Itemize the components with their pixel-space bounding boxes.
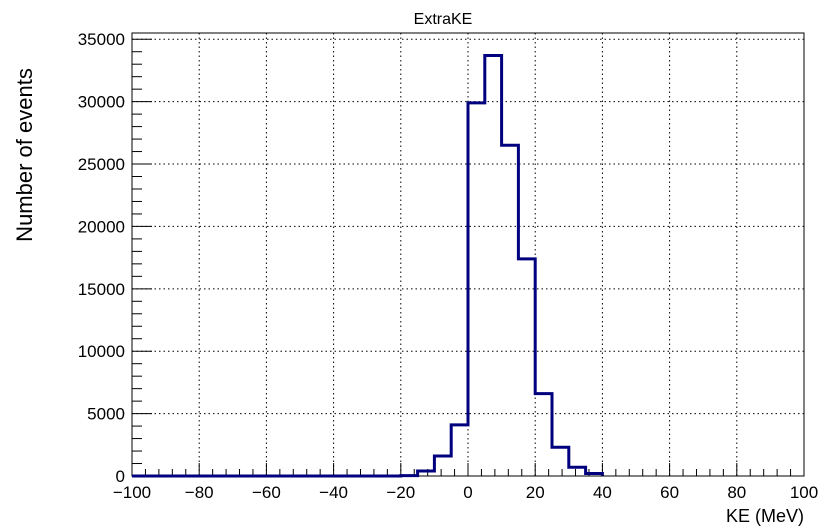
x-tick-label: 0 [463,483,472,502]
x-tick-label: 100 [790,483,818,502]
y-tick-label: 35000 [78,30,125,49]
y-tick-label: 10000 [78,342,125,361]
x-tick-label: −40 [319,483,348,502]
x-tick-label: −60 [252,483,281,502]
y-tick-label: 0 [116,467,125,486]
x-tick-label: −100 [113,483,151,502]
x-axis-title: KE (MeV) [726,506,804,526]
y-tick-label: 25000 [78,155,125,174]
x-tick-label: 40 [593,483,612,502]
y-tick-label: 20000 [78,217,125,236]
y-tick-label: 30000 [78,93,125,112]
axis-ticks [131,38,805,477]
x-tick-label: 60 [660,483,679,502]
x-tick-label: 20 [526,483,545,502]
x-tick-label: −80 [185,483,214,502]
y-tick-label: 15000 [78,280,125,299]
histogram-series [132,53,604,478]
y-tick-labels: 0 5000 10000 15000 20000 25000 30000 35000 [78,30,125,486]
chart-title: ExtraKE [414,11,473,28]
x-tick-label: 80 [727,483,746,502]
y-axis-title: Number of events [12,68,37,242]
x-tick-labels: −100 −80 −60 −40 −20 0 20 40 60 80 100 [113,483,818,502]
y-tick-label: 5000 [87,405,125,424]
x-tick-label: −20 [386,483,415,502]
